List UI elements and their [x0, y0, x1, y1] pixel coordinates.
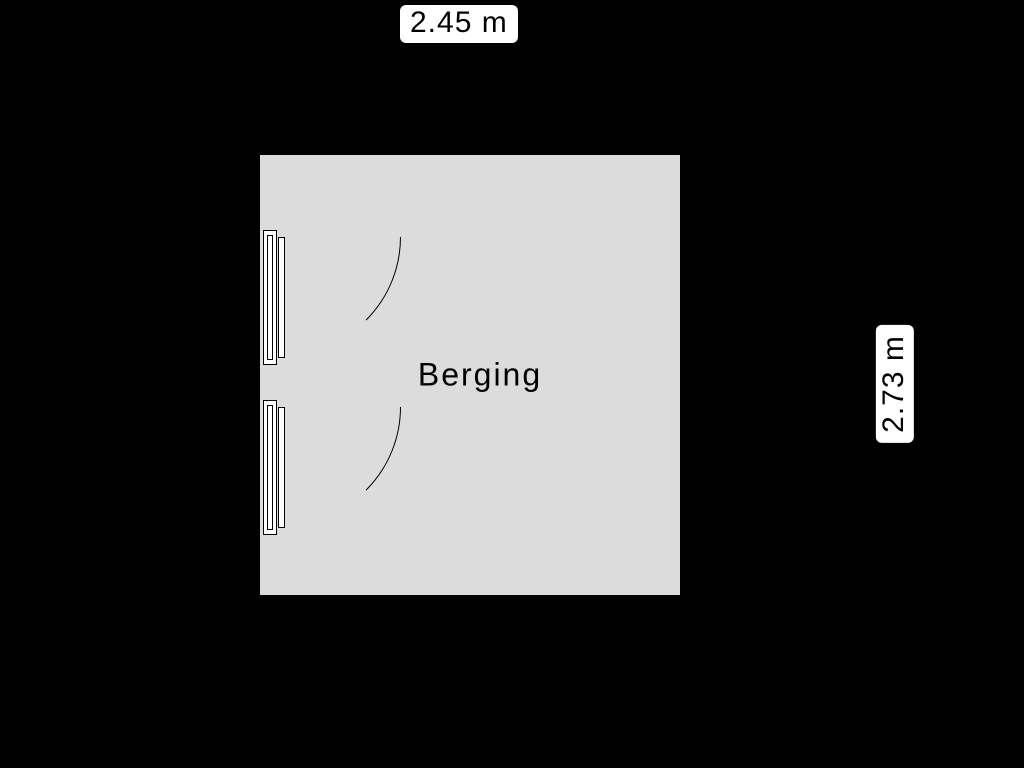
door-frame-2	[263, 400, 277, 535]
room-interior: Berging	[280, 155, 680, 595]
height-dimension-label: 2.73 m	[876, 325, 914, 443]
room-label: Berging	[418, 357, 542, 394]
door-frame-2-inner	[267, 405, 273, 530]
door-panel-1	[278, 237, 285, 358]
door-frame-1-inner	[267, 235, 273, 360]
width-dimension-label: 2.45 m	[400, 5, 518, 43]
door-panel-2	[278, 407, 285, 528]
wall-scallop	[249, 587, 258, 605]
door-frame-1	[263, 230, 277, 365]
